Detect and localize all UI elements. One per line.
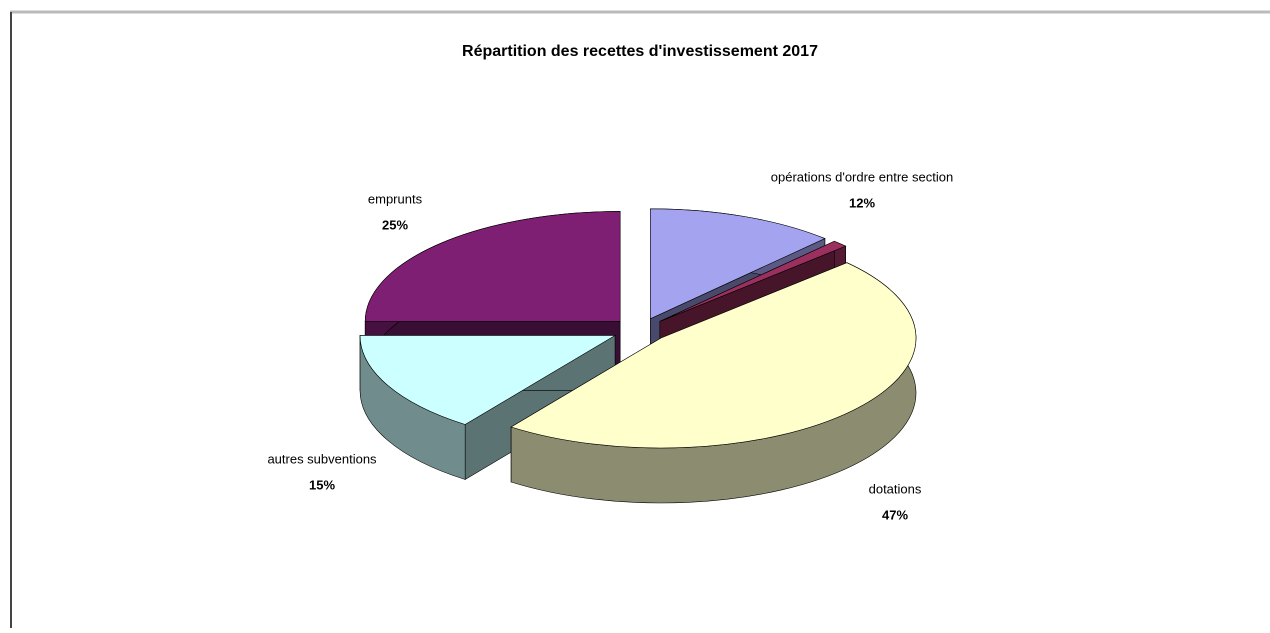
chart-title: Répartition des recettes d'investissemen… [462,43,818,60]
value-label: 15% [309,477,335,492]
slice-label: dotations [869,481,922,496]
slice [359,335,617,425]
value-label: 47% [882,507,908,522]
slice [659,240,847,322]
slice-label: opérations d'ordre entre section [771,169,953,184]
slice [364,211,621,322]
slice-label: autres subventions [267,451,377,466]
value-label: 25% [382,217,408,232]
slice [650,208,826,320]
slice-label: emprunts [368,191,423,206]
slice [510,262,917,449]
value-label: 12% [849,195,875,210]
